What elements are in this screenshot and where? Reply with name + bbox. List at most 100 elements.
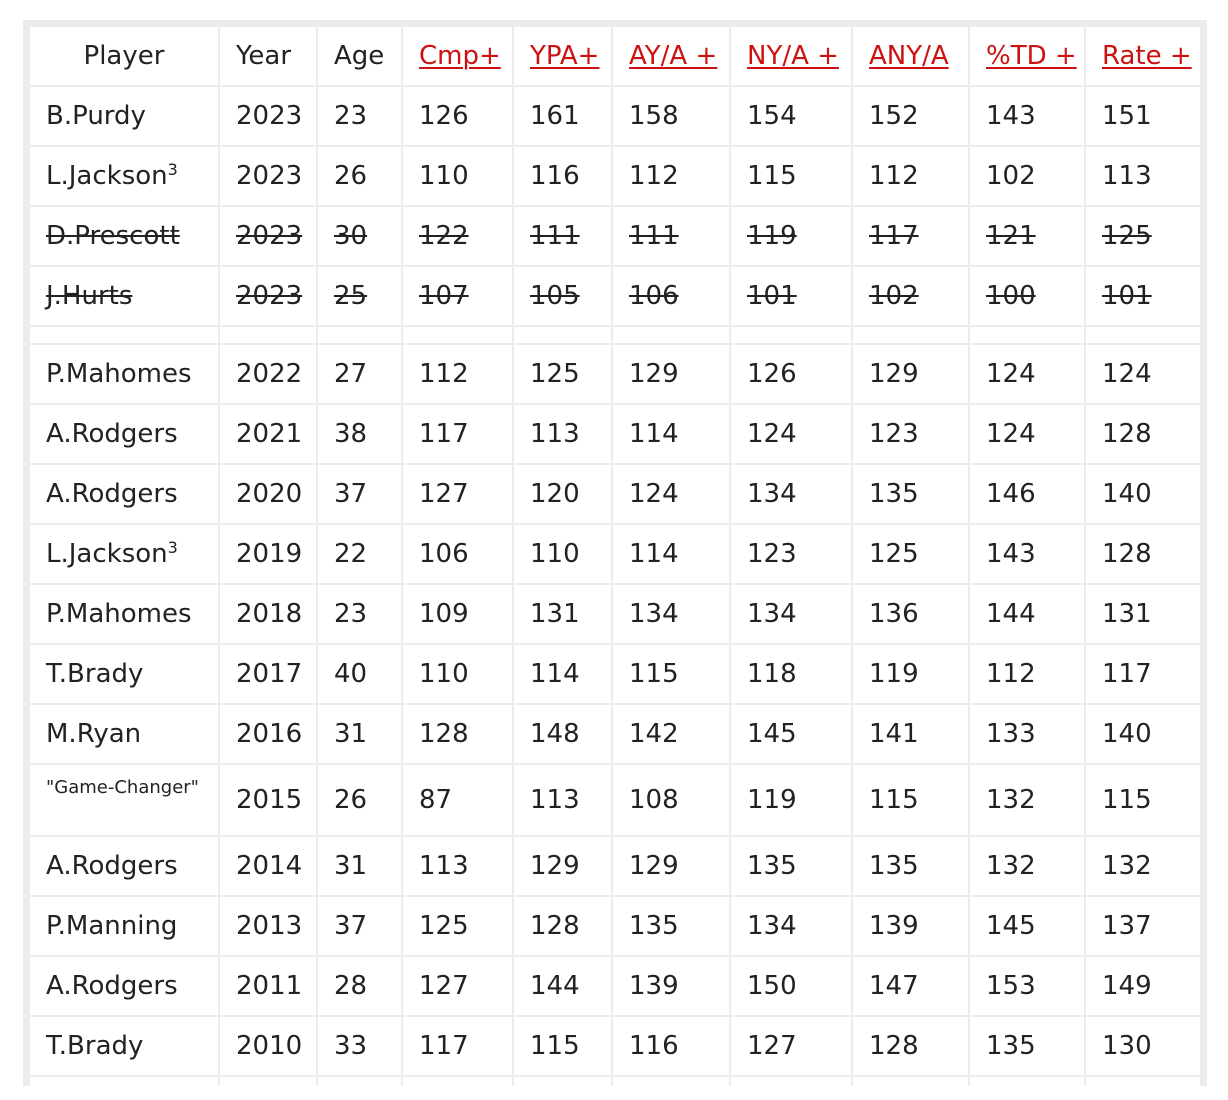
header-cmp-plus-link[interactable]: Cmp+ [419,41,501,71]
header-aya-plus-link[interactable]: AY/A + [629,41,718,71]
header-nya-plus[interactable]: NY/A + [731,27,851,85]
nya-cell: 150 [731,957,851,1015]
rate-cell: 140 [1086,705,1200,763]
nya-cell: 124 [731,405,851,463]
cmp-cell: 110 [403,147,512,205]
anya-cell: 125 [853,525,968,583]
header-ypa-plus[interactable]: YPA+ [514,27,611,85]
header-cmp-plus[interactable]: Cmp+ [403,27,512,85]
anya-cell: 147 [853,957,968,1015]
rate-cell: 131 [1086,585,1200,643]
aya-cell: 114 [613,525,729,583]
table-row: B.Purdy 2023 23 126 161 158 154 152 143 151 [30,87,1200,145]
td-cell: 153 [970,957,1084,1015]
empty-cell [613,327,729,343]
nya-cell: 126 [731,345,851,403]
td-cell: 132 [970,765,1084,835]
aya-cell: 139 [613,957,729,1015]
empty-cell [403,1077,512,1091]
ypa-cell: 129 [514,837,611,895]
header-td-plus[interactable]: %TD + [970,27,1084,85]
year-cell: 2022 [220,345,316,403]
table-body: B.Purdy 2023 23 126 161 158 154 152 143 151 L.Jack… [30,87,1200,1091]
rate-cell: 149 [1086,957,1200,1015]
player-cell: A.Rodgers [30,837,218,895]
header-ypa-plus-link[interactable]: YPA+ [530,41,600,71]
player-name: B.Purdy [46,101,146,131]
table-row: L.Jackson3 2019 22 106 110 114 123 125 143 128 [30,525,1200,583]
player-cell: A.Rodgers [30,405,218,463]
age-cell: 22 [318,525,401,583]
year-cell: 2020 [220,465,316,523]
rate-cell: 124 [1086,345,1200,403]
player-name: P.Manning [46,911,178,941]
aya-cell: 124 [613,465,729,523]
ypa-cell: 113 [514,765,611,835]
nya-cell: 134 [731,897,851,955]
rate-cell: 115 [1086,765,1200,835]
player-cell: T.Brady [30,1017,218,1075]
ypa-cell: 110 [514,525,611,583]
anya-cell: 152 [853,87,968,145]
rate-cell: 128 [1086,525,1200,583]
empty-cell [220,327,316,343]
player-name: L.Jackson [46,161,168,191]
anya-cell: 112 [853,147,968,205]
age-cell: 30 [318,207,401,265]
header-rate-plus-link[interactable]: Rate + [1102,41,1192,71]
cmp-cell: 128 [403,705,512,763]
aya-cell: 108 [613,765,729,835]
player-footnote-marker: 3 [167,160,178,179]
nya-cell: 118 [731,645,851,703]
year-cell: 2015 [220,765,316,835]
age-cell: 33 [318,1017,401,1075]
header-nya-plus-link[interactable]: NY/A + [747,41,839,71]
td-cell: 132 [970,837,1084,895]
aya-cell: 112 [613,147,729,205]
header-anya-link[interactable]: ANY/A [869,41,949,71]
anya-cell: 115 [853,765,968,835]
age-cell: 38 [318,405,401,463]
empty-cell [853,1077,968,1091]
player-name: A.Rodgers [46,419,178,449]
cmp-cell: 126 [403,87,512,145]
year-cell: 2013 [220,897,316,955]
age-cell: 37 [318,897,401,955]
age-cell: 23 [318,87,401,145]
aya-cell: 114 [613,405,729,463]
year-cell: 2011 [220,957,316,1015]
header-anya[interactable]: ANY/A [853,27,968,85]
header-td-plus-link[interactable]: %TD + [986,41,1077,71]
empty-cell [970,1077,1084,1091]
td-cell: 124 [970,345,1084,403]
nya-cell: 145 [731,705,851,763]
player-cell: D.Prescott [30,207,218,265]
cmp-cell: 110 [403,645,512,703]
ypa-cell: 125 [514,345,611,403]
aya-cell: 135 [613,897,729,955]
age-cell: 25 [318,267,401,325]
player-name: "Game-Changer" [46,777,199,798]
rate-cell: 128 [1086,405,1200,463]
player-name: D.Prescott [46,221,180,251]
td-cell: 146 [970,465,1084,523]
table-row: A.Rodgers 2020 37 127 120 124 134 135 146 140 [30,465,1200,523]
table-row: P.Mahomes 2018 23 109 131 134 134 136 144 131 [30,585,1200,643]
cmp-cell: 117 [403,1017,512,1075]
table-row: "Game-Changer" 2015 26 87 113 108 119 115 132 115 [30,765,1200,835]
empty-cell [318,1077,401,1091]
table-row: P.Mahomes 2022 27 112 125 129 126 129 124 124 [30,345,1200,403]
empty-cell [1086,327,1200,343]
nya-cell: 154 [731,87,851,145]
nya-cell: 123 [731,525,851,583]
header-aya-plus[interactable]: AY/A + [613,27,729,85]
aya-cell: 115 [613,645,729,703]
year-cell: 2014 [220,837,316,895]
player-cell: P.Mahomes [30,585,218,643]
ypa-cell: 114 [514,645,611,703]
aya-cell: 129 [613,837,729,895]
header-rate-plus[interactable]: Rate + [1086,27,1200,85]
player-cell: P.Manning [30,897,218,955]
player-cell: M.Ryan [30,705,218,763]
year-cell: 2021 [220,405,316,463]
